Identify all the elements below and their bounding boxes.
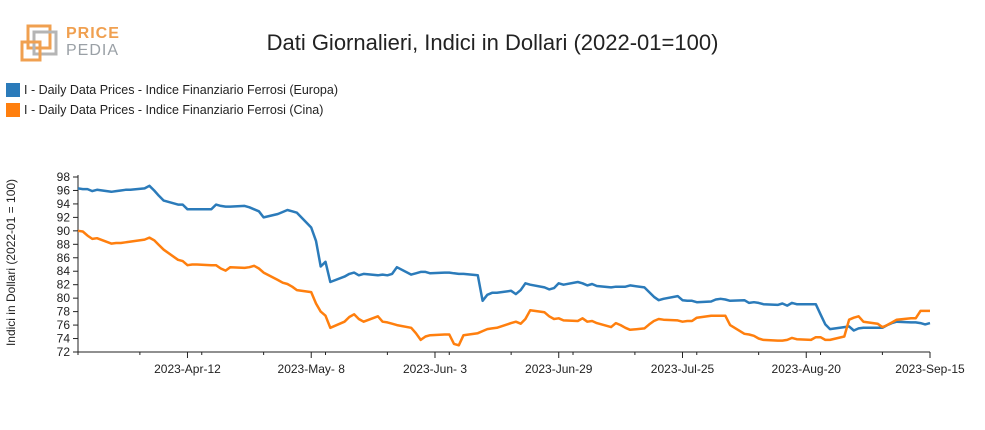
legend-label-europa: I - Daily Data Prices - Indice Finanziar… <box>24 83 338 97</box>
series-line-europa <box>77 184 931 332</box>
x-tick-label: 2023-Sep-15 <box>895 362 965 376</box>
legend-item-europa[interactable]: I - Daily Data Prices - Indice Finanziar… <box>6 80 338 100</box>
pricepedia-logo: PRICE PEDIA <box>18 24 128 70</box>
series-line-cina <box>77 229 930 347</box>
y-tick-label: 74 <box>57 332 71 346</box>
legend-swatch-cina <box>6 103 20 117</box>
x-tick-label: 2023-May- 8 <box>278 362 346 376</box>
y-tick-label: 84 <box>57 264 71 278</box>
y-tick-label: 76 <box>57 318 71 332</box>
y-tick-label: 72 <box>57 345 71 359</box>
x-tick-label: 2023-Apr-12 <box>154 362 221 376</box>
y-tick-label: 90 <box>57 224 71 238</box>
x-tick-label: 2023-Jul-25 <box>651 362 715 376</box>
y-tick-label: 94 <box>57 197 71 211</box>
logo-text-top: PRICE <box>66 25 120 42</box>
y-tick-label: 82 <box>57 278 71 292</box>
y-tick-label: 92 <box>57 210 71 224</box>
y-tick-label: 86 <box>57 251 71 265</box>
y-axis-title: Indici in Dollari (2022-01 = 100) <box>4 179 18 346</box>
chart-title: Dati Giornalieri, Indici in Dollari (202… <box>266 30 719 55</box>
x-tick-label: 2023-Aug-20 <box>772 362 842 376</box>
y-tick-label: 78 <box>57 305 71 319</box>
y-tick-label: 96 <box>57 183 71 197</box>
y-tick-label: 98 <box>57 170 71 184</box>
legend-label-cina: I - Daily Data Prices - Indice Finanziar… <box>24 103 324 117</box>
x-tick-label: 2023-Jun- 3 <box>403 362 467 376</box>
legend: I - Daily Data Prices - Indice Finanziar… <box>6 80 338 120</box>
y-tick-label: 80 <box>57 291 71 305</box>
x-tick-label: 2023-Jun-29 <box>525 362 593 376</box>
logo-mark-icon <box>20 24 58 62</box>
logo-text-bottom: PEDIA <box>66 42 120 59</box>
legend-item-cina[interactable]: I - Daily Data Prices - Indice Finanziar… <box>6 100 338 120</box>
y-tick-label: 88 <box>57 237 71 251</box>
legend-swatch-europa <box>6 83 20 97</box>
